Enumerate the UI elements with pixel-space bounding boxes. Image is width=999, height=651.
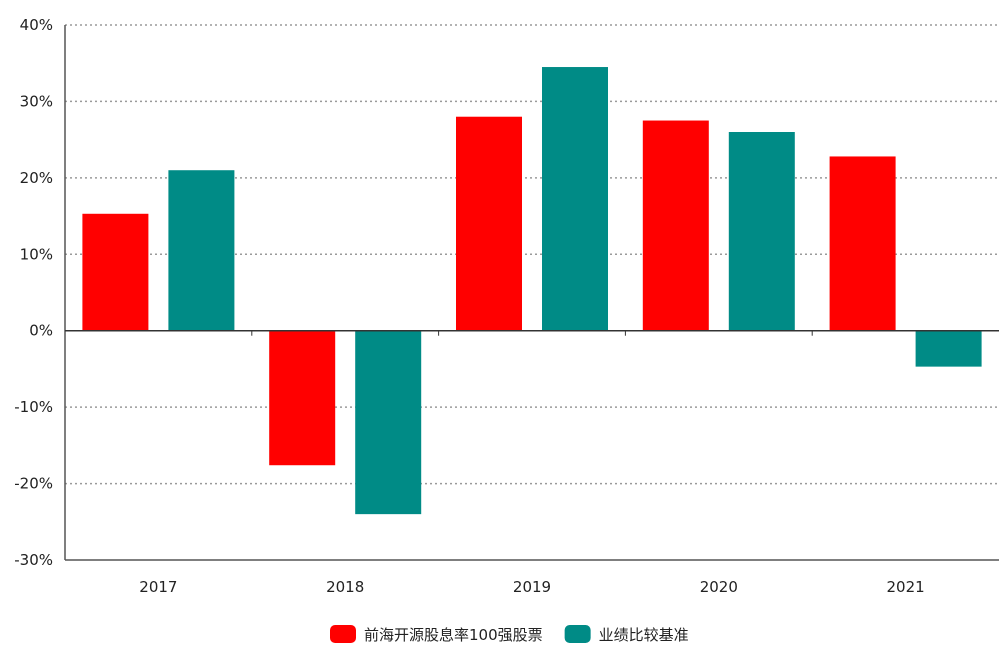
y-tick-label: -10% [14, 398, 53, 416]
bar-2020-series-2 [728, 132, 795, 331]
bar-2018-series-2 [355, 330, 422, 515]
y-tick-label: 30% [20, 92, 53, 110]
y-tick-label: 0% [29, 322, 53, 340]
x-tick-label: 2021 [887, 578, 925, 596]
x-tick-label: 2020 [700, 578, 738, 596]
y-axis-tick-labels: -30% -20% -10% 0% 10% 20% 30% 40% [14, 16, 53, 569]
y-tick-label: 20% [20, 169, 53, 187]
bar-2021-series-2 [915, 330, 982, 367]
x-axis-tick-labels: 2017 2018 2019 2020 2021 [139, 578, 924, 596]
x-tick-label: 2017 [139, 578, 177, 596]
y-tick-label: -30% [14, 551, 53, 569]
legend-label-2: 业绩比较基准 [599, 626, 689, 644]
bars [82, 67, 982, 515]
bar-2018-series-1 [269, 330, 336, 466]
bar-2019-series-1 [456, 116, 522, 331]
legend: 前海开源股息率100强股票 业绩比较基准 [330, 625, 689, 644]
x-tick-label: 2018 [326, 578, 364, 596]
y-tick-label: 10% [20, 245, 53, 263]
y-tick-label: 40% [20, 16, 53, 34]
legend-swatch-1 [330, 625, 356, 643]
legend-label-1: 前海开源股息率100强股票 [364, 626, 543, 644]
axes [64, 25, 999, 561]
bar-2017-series-1 [82, 213, 149, 331]
bar-2021-series-1 [829, 156, 896, 331]
legend-swatch-2 [564, 625, 591, 643]
bar-2020-series-1 [642, 120, 709, 331]
bar-2019-series-2 [542, 67, 608, 331]
x-tick-label: 2019 [513, 578, 551, 596]
bar-2017-series-2 [168, 170, 235, 331]
y-tick-label: -20% [14, 475, 53, 493]
